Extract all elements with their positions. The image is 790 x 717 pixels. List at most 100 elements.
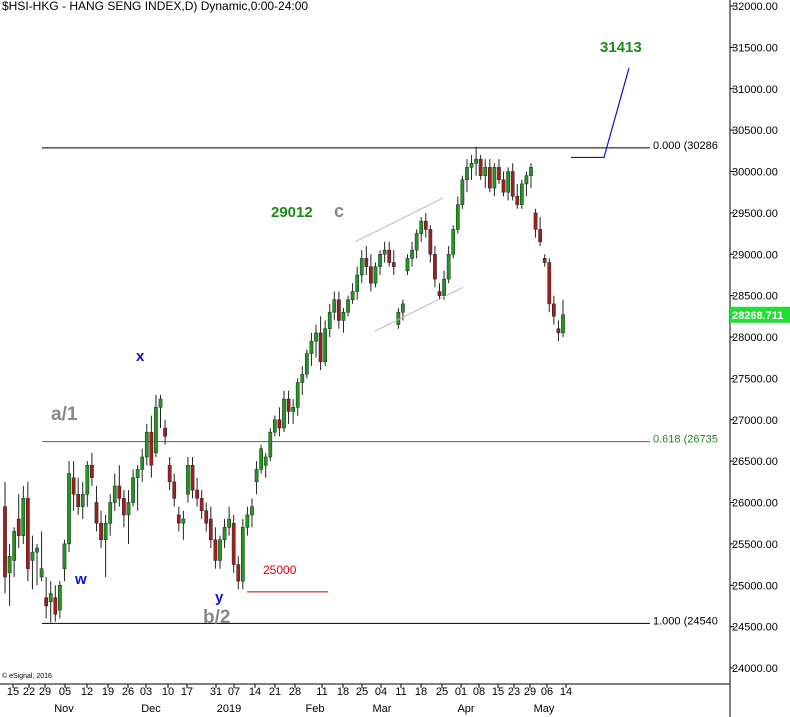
annotation-a-1: a/1 [51, 404, 78, 425]
candle-body-down [433, 254, 437, 280]
candle-body-up [401, 303, 405, 313]
candle-body-up [405, 258, 410, 272]
candle-body-down [90, 465, 94, 478]
candle-body-up [259, 448, 263, 470]
date-tick-label: 11 [316, 686, 327, 698]
price-tick-label: 24000.00 [732, 663, 778, 675]
esignal-credit: © eSignal, 2016 [2, 672, 52, 680]
candle-body-up [378, 254, 382, 267]
chart-annotations: 31413 29012 c x w y a/1 b/2 25000 [51, 39, 642, 628]
fibonacci-levels: 0.000 (30286 0.618 (26735 1.000 (24540 [42, 140, 718, 627]
candle-body-down [542, 258, 547, 263]
candle-body-down [149, 431, 154, 466]
date-tick-label: 31 [210, 686, 222, 698]
candle-body-down [16, 518, 21, 536]
candle-body-up [465, 167, 469, 181]
candle-body-up [300, 373, 305, 383]
candle-body-up [382, 249, 387, 255]
price-tick-label: 29000.00 [732, 249, 778, 261]
candle-body-down [515, 196, 520, 205]
date-tick-label: 29 [39, 686, 51, 698]
candle-body-down [3, 506, 7, 578]
date-tick-label: 15 [492, 686, 504, 698]
price-tick-label: 26500.00 [732, 456, 778, 468]
candle-body-down [204, 510, 209, 524]
candle-body-down [53, 597, 58, 615]
candle-body-up [240, 527, 245, 582]
candle-body-up [474, 158, 478, 164]
candle-body-up [327, 311, 332, 329]
annotation-y: y [215, 589, 224, 606]
candle-body-down [501, 179, 506, 193]
candle-body-up [419, 220, 424, 234]
candle-body-down [117, 485, 122, 499]
candle-body-down [195, 489, 199, 499]
candle-body-up [250, 506, 254, 516]
annotation-x: x [136, 348, 145, 365]
candle-body-up [359, 258, 364, 276]
candle-body-up [314, 332, 318, 342]
candle-body-down [423, 220, 428, 230]
candle-body-down [199, 498, 204, 512]
price-tick-label: 32000.00 [732, 1, 778, 13]
candle-body-up [21, 498, 26, 536]
candle-body-up [506, 171, 510, 193]
candle-body-down [208, 518, 213, 540]
candle-body-up [455, 204, 460, 230]
candle-body-up [529, 167, 533, 176]
candle-body-up [39, 568, 44, 578]
candle-body-down [538, 229, 542, 243]
date-tick-label: 05 [59, 686, 71, 698]
candle-body-down [533, 212, 538, 230]
candle-body-up [492, 167, 497, 189]
candle-body-down [94, 502, 99, 524]
price-tick-label: 25500.00 [732, 539, 778, 551]
date-tick-label: 19 [102, 686, 114, 698]
candle-body-up [410, 249, 414, 259]
date-tick-label: 23 [508, 686, 520, 698]
candle-body-down [318, 332, 323, 363]
candle-body-up [442, 278, 446, 296]
date-tick-label: 07 [228, 686, 240, 698]
date-tick-label: 08 [473, 686, 485, 698]
candle-body-up [35, 547, 39, 553]
month-label: Feb [306, 703, 325, 715]
candle-body-up [227, 518, 231, 528]
candle-body-up [7, 556, 12, 574]
candle-body-down [71, 477, 76, 495]
candle-body-up [245, 514, 250, 528]
candle-body-up [291, 407, 295, 412]
date-tick-label: 06 [541, 686, 553, 698]
date-tick-label: 18 [337, 686, 349, 698]
price-tick-label: 27500.00 [732, 373, 778, 385]
candle-body-down [172, 481, 177, 499]
candle-body-up [561, 314, 565, 334]
annotation-29012: 29012 [271, 204, 313, 221]
candle-body-up [222, 527, 227, 540]
candle-body-up [273, 419, 277, 433]
candle-body-down [99, 522, 103, 540]
candle-body-down [364, 258, 369, 267]
candle-body-up [446, 254, 451, 280]
date-tick-label: 25 [356, 686, 368, 698]
date-tick-label: 01 [455, 686, 467, 698]
candle-body-down [76, 493, 81, 507]
candle-body-down [337, 299, 341, 321]
candle-body-up [158, 398, 163, 408]
candle-body-up [414, 233, 419, 251]
fib-level-label: 0.618 (26735 [653, 434, 718, 446]
candle-body-up [282, 398, 286, 429]
candle-body-up [254, 469, 259, 483]
date-axis: 15 22 29 05 12 19 26 03 10 17 31 07 14 21 28 11 18 25 04 11… [0, 683, 730, 715]
month-label: May [534, 703, 555, 715]
candle-body-up [323, 328, 328, 363]
price-tick-label: 24500.00 [732, 622, 778, 634]
candle-body-up [519, 183, 524, 205]
candle-body-down [231, 522, 236, 565]
candle-body-up [144, 431, 149, 458]
candle-body-up [154, 407, 158, 454]
channel-upper-line [354, 197, 444, 243]
month-label: Apr [457, 703, 474, 715]
